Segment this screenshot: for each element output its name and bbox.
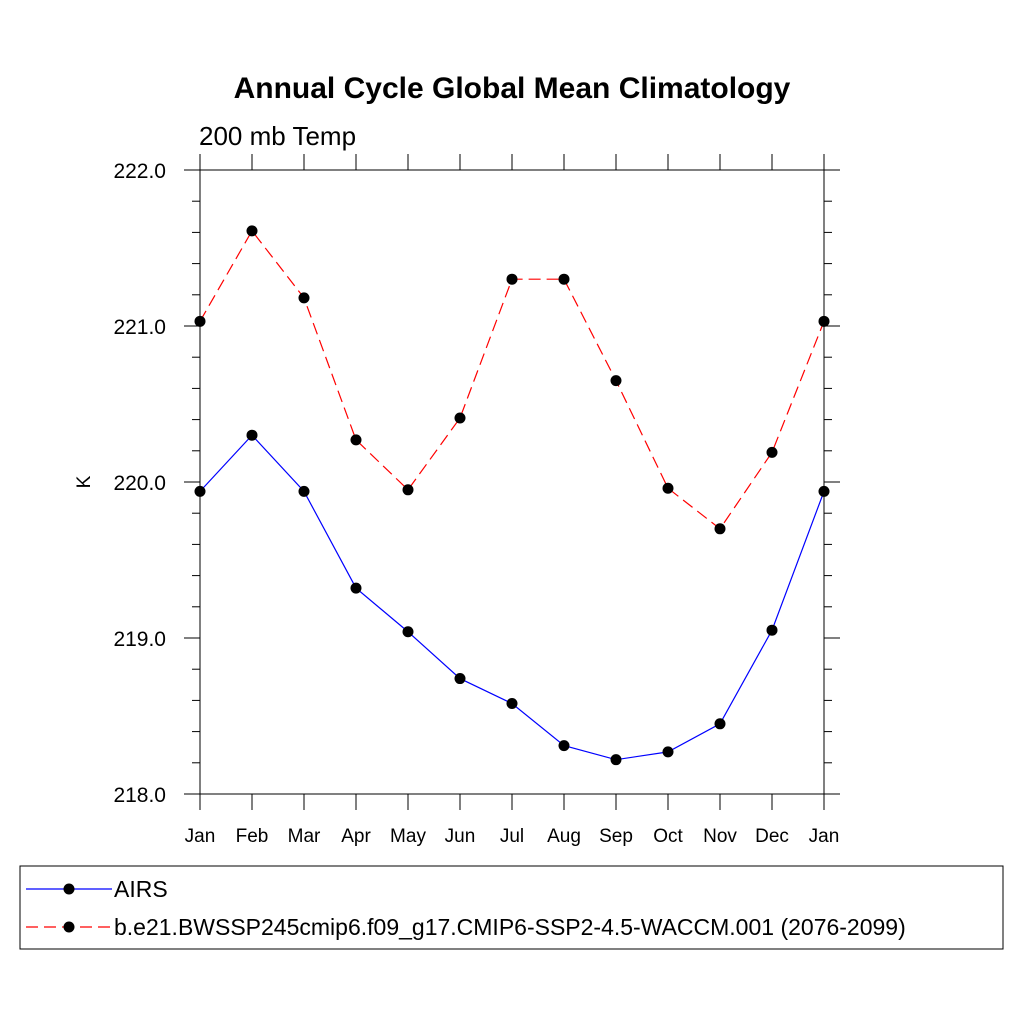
legend: AIRS b.e21.BWSSP245cmip6.f09_g17.CMIP6-SS… bbox=[26, 876, 906, 940]
data-point bbox=[506, 273, 518, 285]
x-tick-label: Aug bbox=[547, 826, 581, 847]
data-point bbox=[246, 429, 258, 441]
data-point bbox=[662, 746, 674, 758]
x-tick-label: Apr bbox=[341, 826, 371, 847]
data-point bbox=[766, 446, 778, 458]
chart-subtitle: 200 mb Temp bbox=[199, 121, 356, 151]
y-tick-label: 221.0 bbox=[113, 316, 166, 339]
legend-marker-1 bbox=[63, 883, 75, 895]
data-point bbox=[610, 754, 622, 766]
data-point bbox=[506, 698, 518, 710]
x-tick-label: Jan bbox=[185, 826, 216, 847]
x-tick-label: Feb bbox=[236, 826, 269, 847]
chart-title: Annual Cycle Global Mean Climatology bbox=[234, 72, 791, 105]
data-point bbox=[662, 482, 674, 494]
legend-label-1: AIRS bbox=[114, 876, 168, 902]
data-point bbox=[194, 315, 206, 327]
data-point bbox=[714, 718, 726, 730]
y-tick-label: 219.0 bbox=[113, 628, 166, 651]
data-point bbox=[610, 375, 622, 387]
y-tick-label: 222.0 bbox=[113, 160, 166, 183]
x-tick-label: Jan bbox=[809, 826, 840, 847]
x-tick-label: Mar bbox=[288, 826, 321, 847]
data-point bbox=[558, 740, 570, 752]
x-tick-label: Nov bbox=[703, 826, 737, 847]
data-point bbox=[818, 485, 830, 497]
legend-box bbox=[19, 865, 1004, 950]
x-tick-label: Sep bbox=[599, 826, 633, 847]
legend-label-2: b.e21.BWSSP245cmip6.f09_g17.CMIP6-SSP2-4… bbox=[114, 914, 906, 940]
data-point bbox=[298, 485, 310, 497]
data-point bbox=[714, 523, 726, 535]
data-point bbox=[454, 412, 466, 424]
y-axis-label: K bbox=[74, 475, 95, 488]
data-point bbox=[298, 292, 310, 304]
y-tick-label: 220.0 bbox=[113, 472, 166, 495]
x-tick-label: May bbox=[390, 826, 426, 847]
data-point bbox=[454, 673, 466, 685]
data-point bbox=[194, 485, 206, 497]
series-line-1 bbox=[199, 434, 825, 761]
data-point bbox=[350, 582, 362, 594]
x-tick-label: Oct bbox=[653, 826, 683, 847]
x-tick-label: Dec bbox=[755, 826, 789, 847]
data-point bbox=[402, 626, 414, 638]
data-point bbox=[402, 484, 414, 496]
series-layer bbox=[194, 225, 830, 766]
x-tick-label: Jun bbox=[445, 826, 476, 847]
y-tick-label: 218.0 bbox=[113, 784, 166, 807]
data-point bbox=[350, 434, 362, 446]
data-point bbox=[766, 624, 778, 636]
data-point bbox=[558, 273, 570, 285]
data-point bbox=[246, 225, 258, 237]
legend-marker-2 bbox=[63, 921, 75, 933]
axes: 218.0 219.0 220.0 221.0 222.0 Jan Feb Mar Apr May… bbox=[113, 154, 840, 847]
x-tick-label: Jul bbox=[500, 826, 524, 847]
data-point bbox=[818, 315, 830, 327]
